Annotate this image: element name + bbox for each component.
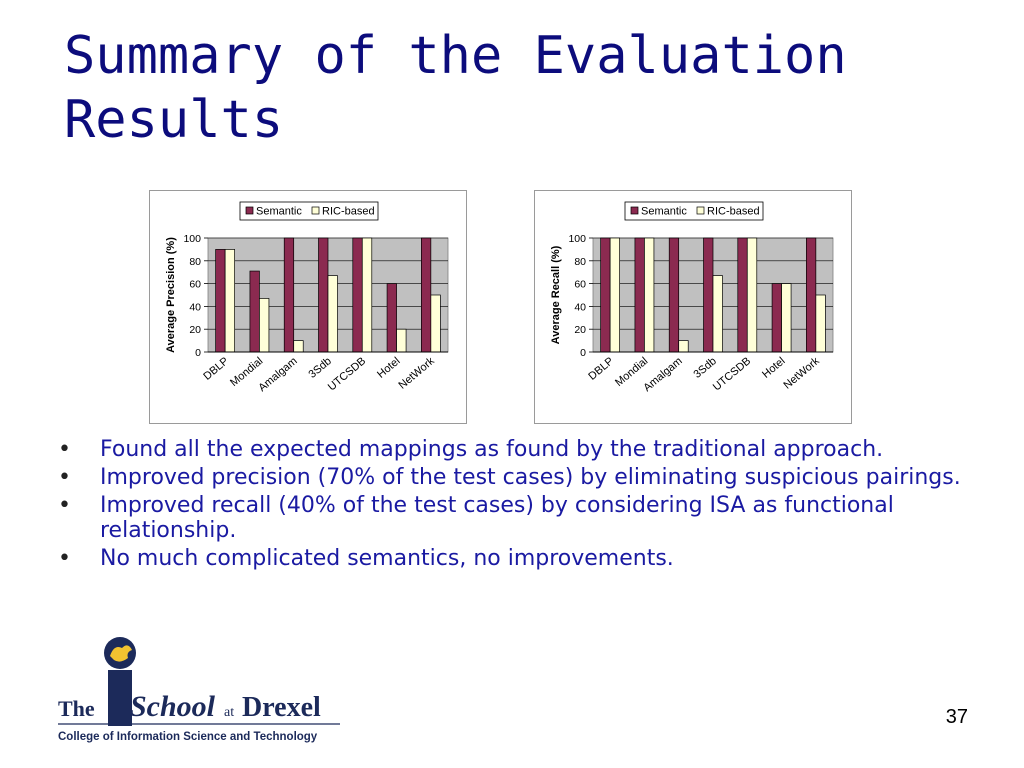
bar-semantic-utcsdb <box>352 237 363 353</box>
legend-swatch-0 <box>630 206 639 215</box>
y-tick-label: 20 <box>189 324 201 336</box>
bullet-item: • Improved precision (70% of the test cas… <box>58 465 968 490</box>
logo-subtitle: College of Information Science and Techn… <box>58 731 318 743</box>
bullet-item: • Found all the expected mappings as foun… <box>58 437 968 462</box>
y-tick-label: 60 <box>189 279 201 291</box>
x-tick-label: 3Sdb <box>307 355 334 381</box>
bar-ric-based-hotel <box>396 328 407 353</box>
bar-ric-based-dblp <box>224 249 235 353</box>
dragon-emblem-icon <box>104 637 136 669</box>
legend-label-0: Semantic <box>256 206 302 218</box>
y-tick-label: 20 <box>574 324 586 336</box>
bar-ric-based-network <box>815 294 826 353</box>
bullet-text: No much complicated semantics, no improv… <box>100 546 674 571</box>
legend-label-1: RIC-based <box>707 206 760 218</box>
bar-semantic-3sdb <box>318 237 329 353</box>
bullet-icon: • <box>58 546 71 571</box>
legend-box <box>624 201 764 221</box>
x-tick-label: Hotel <box>375 355 402 381</box>
bullet-item: • Improved recall (40% of the test cases)… <box>58 493 968 543</box>
bar-ric-based-utcsdb <box>746 237 758 353</box>
legend-box <box>239 201 379 221</box>
bullet-item: • No much complicated semantics, no impro… <box>58 546 968 571</box>
bar-ric-based-amalgam <box>678 340 689 353</box>
logo-i-stem <box>108 670 132 726</box>
bullet-icon: • <box>58 465 71 490</box>
bar-ric-based-utcsdb <box>361 237 373 353</box>
x-tick-label: Amalgam <box>641 355 684 394</box>
bar-semantic-utcsdb <box>737 237 748 353</box>
legend-swatch-0 <box>245 206 254 215</box>
y-tick-label: 0 <box>580 347 586 359</box>
bullet-text: Improved precision (70% of the test case… <box>100 465 961 490</box>
bullet-icon: • <box>58 437 71 462</box>
legend-label-0: Semantic <box>641 206 687 218</box>
legend-label-1: RIC-based <box>322 206 375 218</box>
logo-school: School <box>130 690 216 723</box>
chart-legend: Semantic RIC-based <box>239 201 379 221</box>
bar-semantic-hotel <box>386 283 397 353</box>
y-tick-label: 40 <box>189 301 201 313</box>
legend-swatch-1 <box>696 206 705 215</box>
y-tick-label: 40 <box>574 301 586 313</box>
bar-semantic-network <box>806 237 817 353</box>
legend-swatch-1 <box>311 206 320 215</box>
bar-semantic-network <box>421 237 432 353</box>
bar-ric-based-dblp <box>609 237 620 353</box>
logo-drexel: Drexel <box>242 692 321 723</box>
page-number: 37 <box>945 706 968 728</box>
chart-legend: Semantic RIC-based <box>624 201 764 221</box>
x-tick-label: Hotel <box>760 355 787 381</box>
x-tick-label: NetWork <box>781 355 822 392</box>
precision-chart-svg: Semantic RIC-based 0 20 40 60 80 100 Average Pre… <box>165 201 449 394</box>
bar-ric-based-mondial <box>644 237 655 353</box>
y-tick-label: 100 <box>183 233 201 245</box>
bar-semantic-mondial <box>249 270 260 353</box>
x-tick-label: Amalgam <box>256 355 299 394</box>
logo-at: at <box>224 705 234 720</box>
y-tick-label: 100 <box>568 233 586 245</box>
bar-ric-based-mondial <box>259 298 270 353</box>
x-tick-label: 3Sdb <box>692 355 719 381</box>
slide-title: Summary of the Evaluation Results <box>64 26 847 150</box>
bullet-list: • Found all the expected mappings as foun… <box>58 437 968 574</box>
bar-ric-based-amalgam <box>293 340 304 353</box>
x-tick-label: DBLP <box>201 355 231 383</box>
bullet-icon: • <box>58 493 71 518</box>
bar-ric-based-hotel <box>781 283 792 353</box>
y-axis-label: Average Precision (%) <box>165 237 177 353</box>
logo-the: The <box>58 696 95 721</box>
recall-chart: Semantic RIC-based 0 20 40 60 80 100 Average Rec… <box>534 190 852 424</box>
x-tick-label: DBLP <box>586 355 616 383</box>
bar-semantic-mondial <box>634 237 645 353</box>
bullet-text: Improved recall (40% of the test cases) … <box>100 493 894 543</box>
y-tick-label: 80 <box>574 256 586 268</box>
x-tick-label: NetWork <box>396 355 437 392</box>
x-tick-label: UTCSDB <box>711 355 753 393</box>
bullet-text: Found all the expected mappings as found… <box>100 437 884 462</box>
y-tick-label: 60 <box>574 279 586 291</box>
precision-chart: Semantic RIC-based 0 20 40 60 80 100 Average Pre… <box>149 190 467 424</box>
bar-ric-based-3sdb <box>327 275 338 353</box>
y-axis-label: Average Recall (%) <box>550 245 562 344</box>
bar-ric-based-network <box>430 294 441 353</box>
bar-semantic-3sdb <box>703 237 714 353</box>
y-tick-label: 80 <box>189 256 201 268</box>
bar-semantic-amalgam <box>668 237 680 353</box>
ischool-drexel-logo: The School at Drexel College of Informat… <box>58 637 340 743</box>
bar-ric-based-3sdb <box>712 275 723 353</box>
bar-semantic-hotel <box>771 283 782 353</box>
x-tick-label: UTCSDB <box>326 355 368 393</box>
recall-chart-svg: Semantic RIC-based 0 20 40 60 80 100 Average Rec… <box>550 201 834 394</box>
y-tick-label: 0 <box>195 347 201 359</box>
bar-semantic-dblp <box>215 249 226 353</box>
bar-semantic-amalgam <box>283 237 295 353</box>
bar-semantic-dblp <box>600 237 611 353</box>
